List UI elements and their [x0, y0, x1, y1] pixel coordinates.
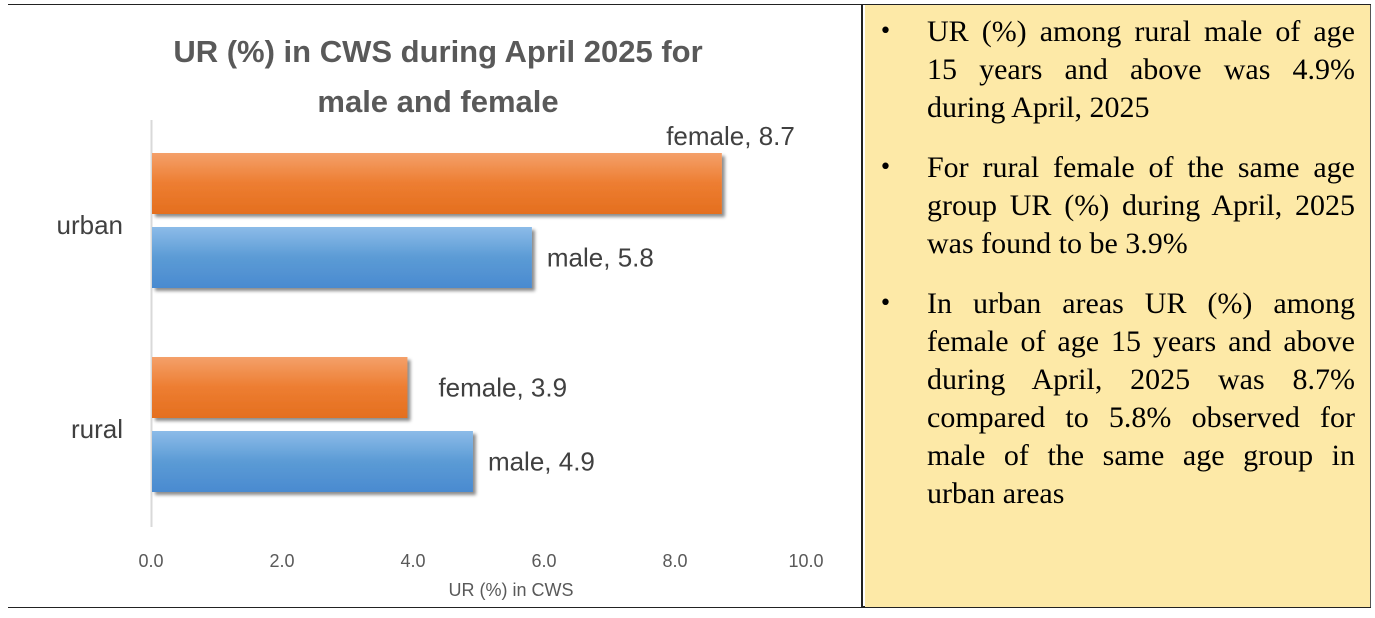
- data-label-urban-male: male, 5.8: [547, 243, 654, 273]
- x-tick-label: 8.0: [662, 551, 687, 571]
- layout-table: UR (%) in CWS during April 2025 for male…: [8, 4, 1371, 608]
- notes-panel: • UR (%) among rural male of age 15 year…: [865, 5, 1371, 607]
- bullet-icon: •: [879, 291, 892, 316]
- bar-urban-female: [152, 153, 722, 214]
- chart-title-line-1: UR (%) in CWS during April 2025 for: [173, 34, 702, 69]
- data-label-rural-male: male, 4.9: [488, 447, 595, 477]
- bar-rural-male: [152, 431, 473, 492]
- data-label-urban-female: female, 8.7: [666, 121, 795, 151]
- category-label-rural: rural: [71, 414, 123, 444]
- bullet-icon: •: [879, 19, 892, 44]
- x-tick-label: 2.0: [269, 551, 294, 571]
- note-text: In urban areas UR (%) among female of ag…: [927, 287, 1355, 510]
- bar-urban-male: [152, 227, 532, 288]
- chart-title-line-2: male and female: [317, 84, 558, 119]
- bullet-icon: •: [879, 155, 892, 180]
- bars-layer: [152, 153, 722, 492]
- x-tick-label: 6.0: [531, 551, 556, 571]
- data-labels-layer: female, 8.7 male, 5.8 female, 3.9 male, 4.9: [438, 121, 794, 477]
- note-text: UR (%) among rural male of age 15 years …: [927, 15, 1355, 124]
- category-labels: urban rural: [57, 210, 124, 444]
- bar-rural-female: [152, 357, 408, 418]
- x-tick-label: 10.0: [788, 551, 823, 571]
- note-text: For rural female of the same age group U…: [927, 151, 1355, 260]
- data-label-rural-female: female, 3.9: [438, 373, 567, 403]
- x-axis-label: UR (%) in CWS: [449, 580, 574, 600]
- bar-chart: UR (%) in CWS during April 2025 for male…: [57, 34, 824, 600]
- x-tick-label: 0.0: [138, 551, 163, 571]
- note-item: • In urban areas UR (%) among female of …: [865, 285, 1365, 513]
- chart-panel: UR (%) in CWS during April 2025 for male…: [8, 5, 863, 607]
- x-tick-label: 4.0: [400, 551, 425, 571]
- note-item: • For rural female of the same age group…: [865, 149, 1365, 263]
- x-tick-labels: 0.0 2.0 4.0 6.0 8.0 10.0: [138, 551, 823, 571]
- notes-list: • UR (%) among rural male of age 15 year…: [865, 13, 1365, 535]
- category-label-urban: urban: [57, 210, 124, 240]
- note-item: • UR (%) among rural male of age 15 year…: [865, 13, 1365, 127]
